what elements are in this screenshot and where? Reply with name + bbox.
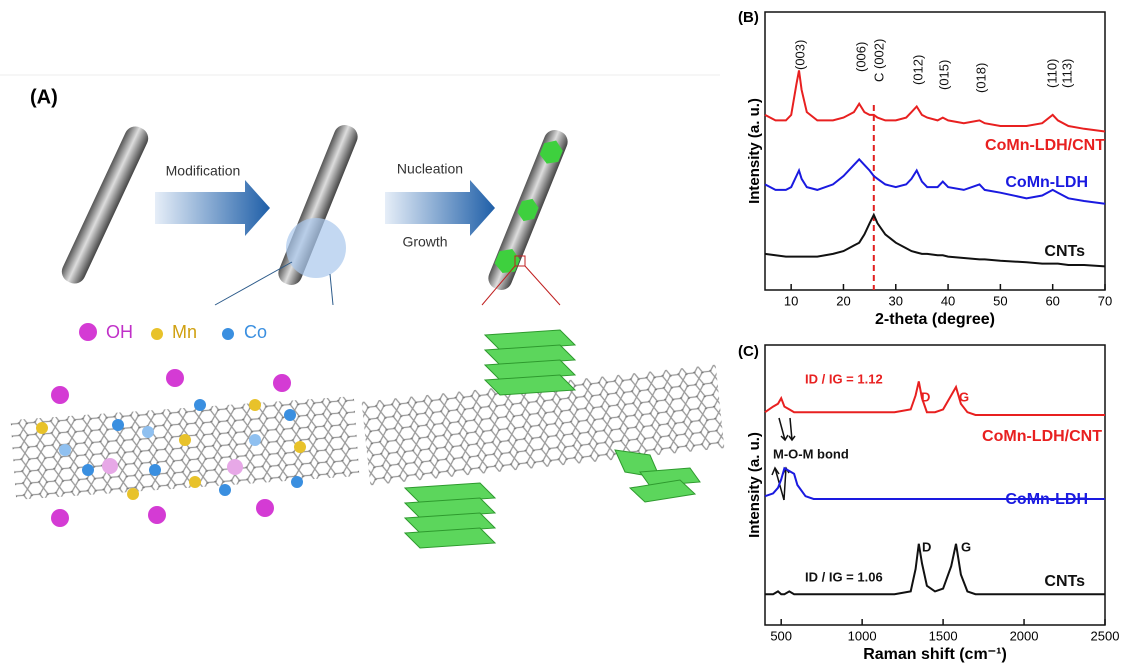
annotation: (006) (853, 42, 868, 72)
annotation: ID / IG = 1.06 (805, 569, 883, 584)
y-axis-title: Intensity (a. u.) (746, 432, 763, 538)
series-label: CoMn-LDH/CNT (985, 137, 1105, 154)
x-tick-label: 60 (1045, 293, 1059, 308)
plot-frame (764, 11, 1106, 291)
annotation: D (922, 539, 931, 554)
x-tick-label: 2000 (1010, 628, 1039, 643)
zoom-line (524, 265, 561, 306)
annotation: G (961, 539, 971, 554)
annotation: G (959, 389, 969, 404)
ldh-sheets (403, 329, 701, 549)
series-line (764, 70, 1106, 133)
zoom-box (514, 255, 526, 267)
series-label: CoMn-LDH (1005, 174, 1088, 191)
x-tick-label: 40 (941, 293, 955, 308)
panel-label: (C) (738, 343, 759, 360)
annotation: (012) (910, 55, 925, 85)
panel-label: (A) (30, 86, 58, 108)
annotation: (018) (973, 63, 988, 93)
arrow-label: Nucleation (397, 161, 463, 177)
arrow-label: Growth (402, 234, 447, 250)
series-line (765, 543, 1105, 596)
x-tick-label: 50 (993, 293, 1007, 308)
panel-label: (B) (738, 9, 759, 26)
arrow (385, 180, 495, 236)
annotation: C (002) (871, 39, 886, 82)
annotation: ID / IG = 1.12 (805, 371, 883, 386)
series-label: CNTs (1044, 243, 1085, 260)
atoms (36, 369, 306, 527)
series-label: CoMn-LDH/CNT (982, 428, 1102, 445)
x-tick-label: 500 (770, 628, 792, 643)
annotation: (110) (1044, 59, 1059, 88)
series-line (764, 212, 1106, 268)
nanotube-mesh (10, 396, 360, 500)
nanotube (61, 126, 149, 284)
series-line (764, 466, 1105, 500)
legend-label: Co (244, 322, 267, 342)
x-tick-label: 1500 (929, 628, 958, 643)
legend-swatch (79, 323, 97, 341)
annotation: M-O-M bond (773, 446, 849, 461)
x-tick-label: 30 (889, 293, 903, 308)
annotation: (113) (1059, 59, 1074, 88)
series-label: CNTs (1044, 573, 1085, 590)
series-line (764, 381, 1105, 416)
annotation: D (921, 389, 930, 404)
annotation: (003) (792, 40, 807, 70)
x-tick-label: 1000 (848, 628, 877, 643)
annotation: (015) (936, 60, 951, 90)
legend-swatch (151, 328, 163, 340)
zoom-circle (286, 218, 346, 278)
y-axis-title: Intensity (a. u.) (746, 98, 763, 204)
series-line (764, 157, 1106, 205)
zoom-line (329, 273, 334, 306)
x-tick-label: 10 (784, 293, 798, 308)
x-tick-label: 70 (1098, 293, 1112, 308)
series-label: CoMn-LDH (1005, 491, 1088, 508)
arrow-label: Modification (166, 163, 241, 179)
zoom-line (481, 265, 516, 306)
x-axis-title: 2-theta (degree) (875, 311, 995, 328)
nanotube (488, 130, 568, 290)
arrow (155, 180, 270, 236)
x-tick-label: 2500 (1091, 628, 1120, 643)
legend-swatch (222, 328, 234, 340)
legend-label: Mn (172, 322, 197, 342)
zoom-line (214, 261, 293, 306)
x-tick-label: 20 (836, 293, 850, 308)
x-axis-title: Raman shift (cm⁻¹) (863, 646, 1007, 663)
plot-frame (764, 344, 1106, 626)
legend-label: OH (106, 322, 133, 342)
